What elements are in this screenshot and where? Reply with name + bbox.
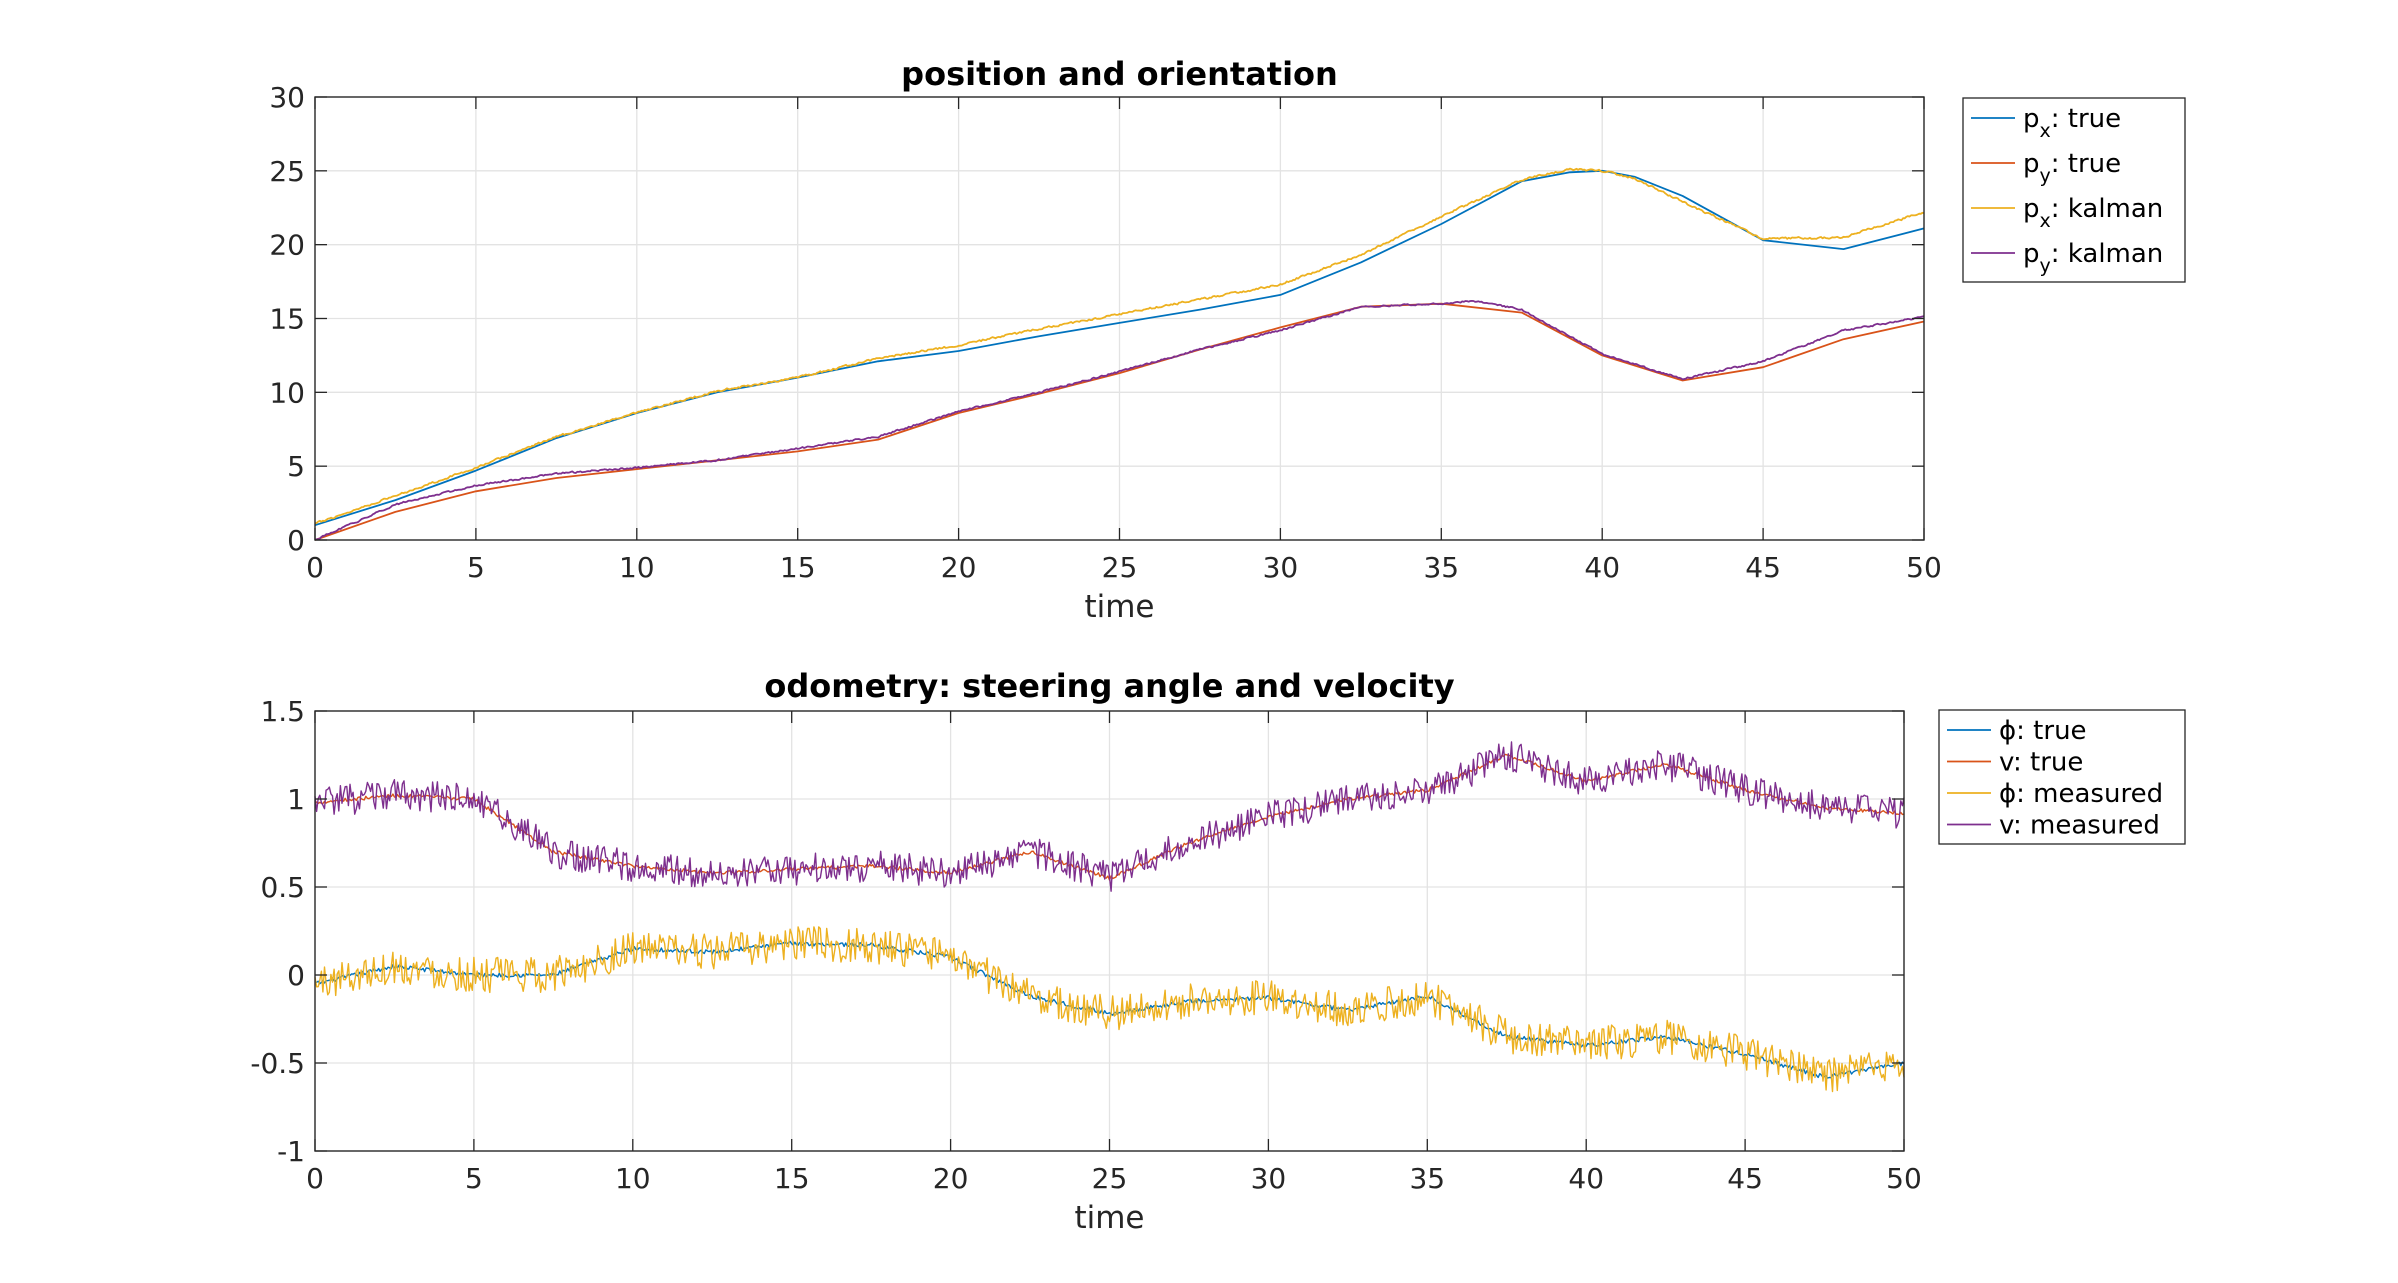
x-tick-label: 25 bbox=[1102, 551, 1138, 584]
legend-label: ϕ: true bbox=[1999, 716, 2087, 746]
legend-label: v: true bbox=[1999, 748, 2083, 778]
legend-label: px: true bbox=[2023, 104, 2121, 142]
x-tick-label: 5 bbox=[465, 1162, 483, 1195]
y-tick-label: 1 bbox=[287, 783, 305, 816]
x-tick-label: 35 bbox=[1423, 551, 1459, 584]
x-tick-label: 10 bbox=[615, 1162, 651, 1195]
x-tick-label: 5 bbox=[467, 551, 485, 584]
x-tick-label: 0 bbox=[306, 1162, 324, 1195]
x-tick-label: 20 bbox=[933, 1162, 969, 1195]
legend-label: py: true bbox=[2023, 149, 2121, 187]
series-line-1-3 bbox=[314, 167, 1925, 525]
legend-box bbox=[1962, 97, 2186, 283]
legend-label: ϕ: measured bbox=[1999, 779, 2163, 809]
y-tick-label: 25 bbox=[269, 155, 305, 188]
x-tick-label: 50 bbox=[1906, 551, 1942, 584]
y-tick-label: -0.5 bbox=[250, 1047, 305, 1080]
x-tick-label: 50 bbox=[1886, 1162, 1922, 1195]
chart-1: 0 5 10 15 20 25 30 35 40 45 50 0 5 10 15 20 25 30 position… bbox=[269, 55, 2186, 625]
x-tick-label: 0 bbox=[306, 551, 324, 584]
x-tick-label: 15 bbox=[780, 551, 816, 584]
legend: px: true py: true px: kalman py: kalman bbox=[1962, 97, 2186, 283]
y-tick-label: 15 bbox=[269, 303, 305, 336]
grid bbox=[315, 711, 1904, 1151]
legend-box bbox=[1938, 709, 2186, 845]
y-tick-label: 30 bbox=[269, 81, 305, 114]
series-line-1-4 bbox=[314, 299, 1925, 541]
chart-title: position and orientation bbox=[901, 55, 1338, 93]
chart-2: 0 5 10 15 20 25 30 35 40 45 50 -1 -0.5 0 0.5 1 1.5 odomet… bbox=[250, 667, 2186, 1236]
y-tick-label: 10 bbox=[269, 376, 305, 409]
x-tick-label: 30 bbox=[1263, 551, 1299, 584]
legend-label: py: kalman bbox=[2023, 239, 2163, 277]
y-tick-label: 5 bbox=[287, 450, 305, 483]
x-tick-label: 10 bbox=[619, 551, 655, 584]
y-tick-label: -1 bbox=[277, 1135, 305, 1168]
x-tick-label: 40 bbox=[1584, 551, 1620, 584]
y-tick-label: 1.5 bbox=[260, 695, 305, 728]
x-tick-label: 45 bbox=[1727, 1162, 1763, 1195]
x-tick-label: 25 bbox=[1092, 1162, 1128, 1195]
x-axis-label: time bbox=[1084, 589, 1154, 625]
series-line-2-3 bbox=[314, 926, 1905, 1093]
legend-label: v: measured bbox=[1999, 811, 2160, 841]
x-tick-label: 45 bbox=[1745, 551, 1781, 584]
chart-title: odometry: steering angle and velocity bbox=[764, 667, 1454, 705]
y-tick-label: 20 bbox=[269, 229, 305, 262]
x-tick-label: 35 bbox=[1409, 1162, 1445, 1195]
y-tick-label: 0 bbox=[287, 959, 305, 992]
x-tick-label: 20 bbox=[941, 551, 977, 584]
x-axis-label: time bbox=[1074, 1200, 1144, 1236]
legend-label: px: kalman bbox=[2023, 194, 2163, 232]
x-tick-label: 15 bbox=[774, 1162, 810, 1195]
x-tick-label: 30 bbox=[1251, 1162, 1287, 1195]
y-tick-label: 0.5 bbox=[260, 871, 305, 904]
series-line-2-4 bbox=[314, 741, 1905, 892]
y-tick-label: 0 bbox=[287, 524, 305, 557]
x-tick-label: 40 bbox=[1568, 1162, 1604, 1195]
